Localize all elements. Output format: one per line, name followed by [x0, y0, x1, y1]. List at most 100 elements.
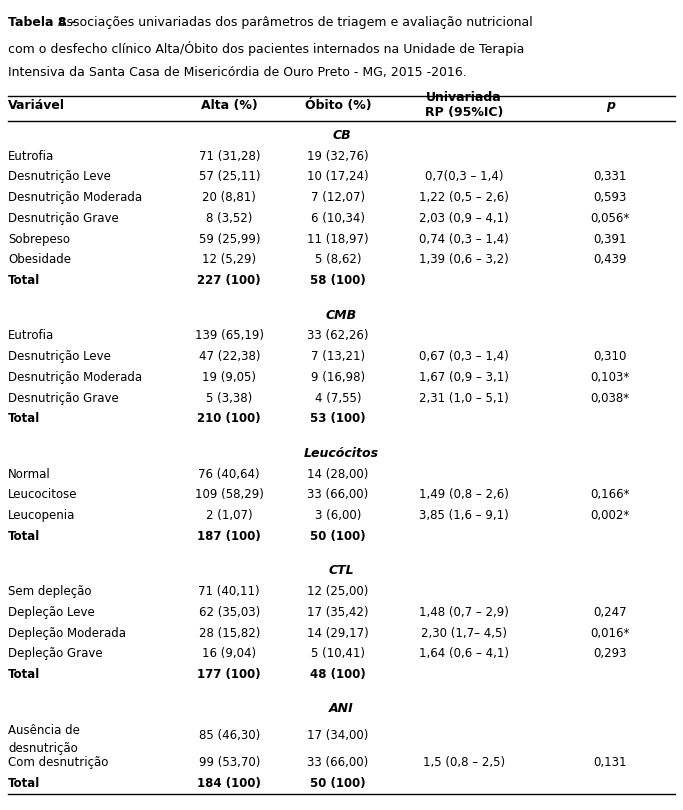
Text: Depleção Moderada: Depleção Moderada: [8, 626, 126, 640]
Text: 3,85 (1,6 – 9,1): 3,85 (1,6 – 9,1): [419, 509, 509, 522]
Text: 1,67 (0,9 – 3,1): 1,67 (0,9 – 3,1): [419, 371, 509, 384]
Text: Total: Total: [8, 777, 40, 791]
Text: 210 (100): 210 (100): [197, 412, 261, 425]
Text: 11 (18,97): 11 (18,97): [307, 232, 369, 245]
Text: 7 (13,21): 7 (13,21): [311, 350, 365, 363]
Text: 2,03 (0,9 – 4,1): 2,03 (0,9 – 4,1): [419, 212, 509, 225]
Text: 28 (15,82): 28 (15,82): [199, 626, 260, 640]
Text: Eutrofia: Eutrofia: [8, 150, 55, 163]
Text: 47 (22,38): 47 (22,38): [199, 350, 260, 363]
Text: 0,166*: 0,166*: [590, 488, 630, 501]
Text: 0,74 (0,3 – 1,4): 0,74 (0,3 – 1,4): [419, 232, 509, 245]
Text: 3 (6,00): 3 (6,00): [315, 509, 361, 522]
Text: 9 (16,98): 9 (16,98): [311, 371, 365, 384]
Text: 10 (17,24): 10 (17,24): [307, 170, 369, 183]
Text: 0,103*: 0,103*: [591, 371, 630, 384]
Text: 99 (53,70): 99 (53,70): [199, 757, 260, 770]
Text: 109 (58,29): 109 (58,29): [195, 488, 264, 501]
Text: 1,49 (0,8 – 2,6): 1,49 (0,8 – 2,6): [419, 488, 509, 501]
Text: Eutrofia: Eutrofia: [8, 330, 55, 343]
Text: Associações univariadas dos parâmetros de triagem e avaliação nutricional: Associações univariadas dos parâmetros d…: [55, 16, 533, 29]
Text: 17 (34,00): 17 (34,00): [307, 729, 369, 743]
Text: CTL: CTL: [329, 565, 354, 578]
Text: desnutrição: desnutrição: [8, 742, 78, 755]
Text: 0,391: 0,391: [594, 232, 627, 245]
Text: 0,293: 0,293: [594, 647, 627, 660]
Text: Depleção Grave: Depleção Grave: [8, 647, 103, 660]
Text: Depleção Leve: Depleção Leve: [8, 606, 95, 619]
Text: Leucócitos: Leucócitos: [304, 447, 379, 460]
Text: Obesidade: Obesidade: [8, 254, 71, 266]
Text: 0,247: 0,247: [594, 606, 627, 619]
Text: 0,310: 0,310: [594, 350, 627, 363]
Text: Desnutrição Leve: Desnutrição Leve: [8, 170, 111, 183]
Text: ANI: ANI: [329, 702, 354, 715]
Text: 184 (100): 184 (100): [197, 777, 261, 791]
Text: 0,038*: 0,038*: [591, 392, 630, 405]
Text: 76 (40,64): 76 (40,64): [199, 467, 260, 480]
Text: Total: Total: [8, 412, 40, 425]
Text: Óbito (%): Óbito (%): [305, 99, 372, 112]
Text: Desnutrição Grave: Desnutrição Grave: [8, 392, 119, 405]
Text: 57 (25,11): 57 (25,11): [199, 170, 260, 183]
Text: 20 (8,81): 20 (8,81): [202, 191, 256, 204]
Text: Leucopenia: Leucopenia: [8, 509, 76, 522]
Text: 48 (100): 48 (100): [310, 668, 366, 681]
Text: CMB: CMB: [326, 309, 357, 322]
Text: Desnutrição Leve: Desnutrição Leve: [8, 350, 111, 363]
Text: Ausência de: Ausência de: [8, 724, 80, 737]
Text: 50 (100): 50 (100): [310, 530, 366, 543]
Text: Desnutrição Moderada: Desnutrição Moderada: [8, 191, 142, 204]
Text: 58 (100): 58 (100): [310, 275, 366, 288]
Text: Leucocitose: Leucocitose: [8, 488, 78, 501]
Text: 6 (10,34): 6 (10,34): [311, 212, 365, 225]
Text: 2 (1,07): 2 (1,07): [206, 509, 253, 522]
Text: 0,593: 0,593: [594, 191, 627, 204]
Text: Total: Total: [8, 668, 40, 681]
Text: 12 (5,29): 12 (5,29): [202, 254, 256, 266]
Text: 71 (31,28): 71 (31,28): [199, 150, 260, 163]
Text: 5 (8,62): 5 (8,62): [315, 254, 361, 266]
Text: 0,67 (0,3 – 1,4): 0,67 (0,3 – 1,4): [419, 350, 509, 363]
Text: Total: Total: [8, 275, 40, 288]
Text: 1,48 (0,7 – 2,9): 1,48 (0,7 – 2,9): [419, 606, 509, 619]
Text: 1,39 (0,6 – 3,2): 1,39 (0,6 – 3,2): [419, 254, 509, 266]
Text: 59 (25,99): 59 (25,99): [199, 232, 260, 245]
Text: 1,5 (0,8 – 2,5): 1,5 (0,8 – 2,5): [423, 757, 505, 770]
Text: 5 (3,38): 5 (3,38): [206, 392, 253, 405]
Text: 8 (3,52): 8 (3,52): [206, 212, 253, 225]
Text: 14 (29,17): 14 (29,17): [307, 626, 369, 640]
Text: 33 (66,00): 33 (66,00): [307, 757, 369, 770]
Text: 12 (25,00): 12 (25,00): [307, 585, 369, 598]
Text: 2,31 (1,0 – 5,1): 2,31 (1,0 – 5,1): [419, 392, 509, 405]
Text: 0,056*: 0,056*: [591, 212, 630, 225]
Text: Univariada
RP (95%IC): Univariada RP (95%IC): [425, 91, 503, 119]
Text: 71 (40,11): 71 (40,11): [199, 585, 260, 598]
Text: Desnutrição Moderada: Desnutrição Moderada: [8, 371, 142, 384]
Text: Variável: Variável: [8, 99, 65, 112]
Text: 50 (100): 50 (100): [310, 777, 366, 791]
Text: 177 (100): 177 (100): [197, 668, 261, 681]
Text: 0,131: 0,131: [594, 757, 627, 770]
Text: 0,331: 0,331: [594, 170, 627, 183]
Text: 227 (100): 227 (100): [197, 275, 261, 288]
Text: 4 (7,55): 4 (7,55): [315, 392, 361, 405]
Text: 53 (100): 53 (100): [310, 412, 366, 425]
Text: Normal: Normal: [8, 467, 51, 480]
Text: 0,7(0,3 – 1,4): 0,7(0,3 – 1,4): [425, 170, 503, 183]
Text: 19 (32,76): 19 (32,76): [307, 150, 369, 163]
Text: 139 (65,19): 139 (65,19): [195, 330, 264, 343]
Text: 187 (100): 187 (100): [197, 530, 261, 543]
Text: 14 (28,00): 14 (28,00): [307, 467, 369, 480]
Text: 17 (35,42): 17 (35,42): [307, 606, 369, 619]
Text: 7 (12,07): 7 (12,07): [311, 191, 365, 204]
Text: Alta (%): Alta (%): [201, 99, 257, 112]
Text: Intensiva da Santa Casa de Misericórdia de Ouro Preto - MG, 2015 -2016.: Intensiva da Santa Casa de Misericórdia …: [8, 66, 467, 79]
Text: 0,439: 0,439: [594, 254, 627, 266]
Text: 0,016*: 0,016*: [591, 626, 630, 640]
Text: Sobrepeso: Sobrepeso: [8, 232, 70, 245]
Text: 1,64 (0,6 – 4,1): 1,64 (0,6 – 4,1): [419, 647, 509, 660]
Text: 2,30 (1,7– 4,5): 2,30 (1,7– 4,5): [421, 626, 507, 640]
Text: CB: CB: [332, 129, 351, 142]
Text: Total: Total: [8, 530, 40, 543]
